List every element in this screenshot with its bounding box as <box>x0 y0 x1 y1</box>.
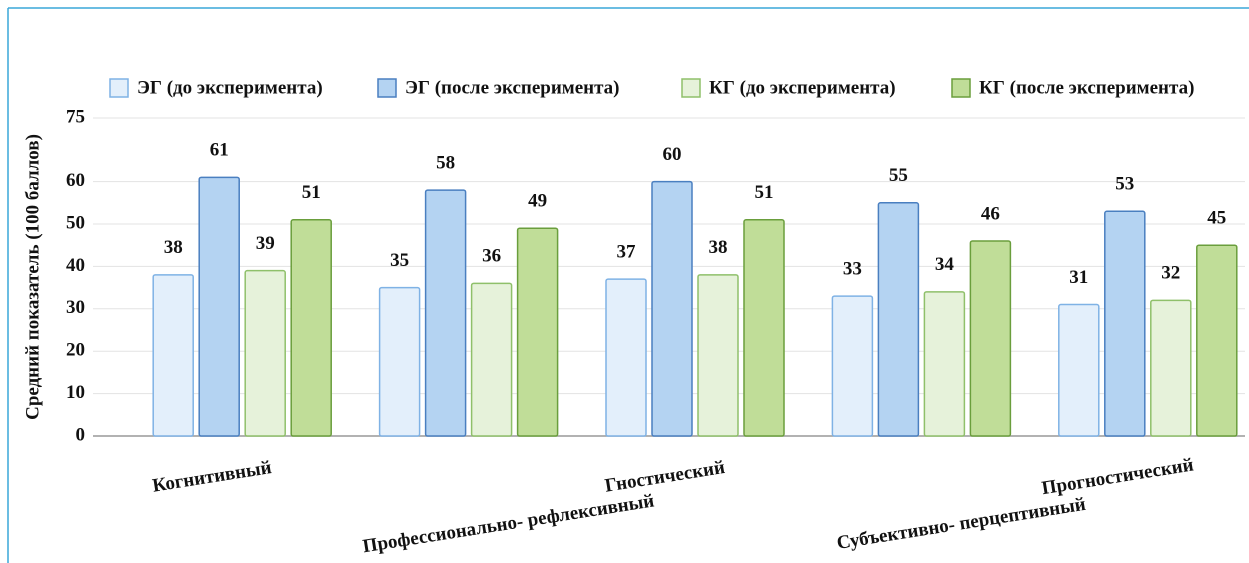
data-label: 53 <box>1115 174 1134 195</box>
bar <box>1058 303 1100 437</box>
bar <box>923 291 966 437</box>
bar <box>378 286 421 437</box>
data-label: 55 <box>889 165 908 186</box>
bar <box>1196 244 1238 437</box>
bar <box>697 274 739 437</box>
x-tick-label: Когнитивный <box>151 457 273 497</box>
y-tick-label: 20 <box>66 340 85 361</box>
bar <box>244 269 286 437</box>
bar <box>198 176 240 437</box>
bar <box>969 240 1012 437</box>
data-label: 45 <box>1207 208 1226 229</box>
bar <box>831 295 874 437</box>
data-label: 33 <box>843 258 862 279</box>
data-label: 46 <box>981 203 1000 224</box>
bar <box>1150 299 1192 437</box>
x-tick-label: Субъективно- перцептивный <box>835 494 1087 554</box>
y-tick-label: 75 <box>66 106 85 127</box>
bar <box>1104 210 1146 437</box>
y-tick-label: 60 <box>66 170 85 191</box>
y-tick-label: 30 <box>66 297 85 318</box>
y-axis-label: Средний показатель (100 баллов) <box>22 134 43 420</box>
data-label: 37 <box>617 241 637 262</box>
data-label: 58 <box>436 152 455 173</box>
data-label: 38 <box>709 237 728 258</box>
y-tick-label: 50 <box>66 212 85 233</box>
data-label: 61 <box>210 140 229 161</box>
bar <box>152 274 194 437</box>
legend-label: КГ (после эксперимента) <box>979 77 1194 98</box>
x-tick-label: Прогностический <box>1040 455 1195 500</box>
bar <box>605 278 647 437</box>
data-label: 60 <box>663 144 682 165</box>
legend-swatch <box>109 78 129 98</box>
data-label: 36 <box>482 246 501 267</box>
data-label: 38 <box>164 237 183 258</box>
data-label: 31 <box>1069 267 1088 288</box>
legend-swatch <box>377 78 397 98</box>
legend-label: КГ (до эксперимента) <box>709 77 896 98</box>
bar <box>877 202 920 437</box>
y-tick-label: 10 <box>66 382 85 403</box>
data-label: 51 <box>302 182 321 203</box>
legend-label: ЭГ (после эксперимента) <box>405 77 620 98</box>
data-label: 39 <box>256 233 275 254</box>
bar <box>743 219 785 437</box>
data-label: 35 <box>390 250 409 271</box>
bar <box>424 189 467 437</box>
bar <box>516 227 559 437</box>
bar <box>651 180 693 437</box>
data-label: 34 <box>935 254 955 275</box>
legend-swatch <box>681 78 701 98</box>
x-tick-label: Профессионально- рефлексивный <box>361 490 655 557</box>
x-tick-label: Гностический <box>603 457 726 497</box>
data-label: 51 <box>755 182 774 203</box>
bar <box>470 282 513 437</box>
data-label: 32 <box>1161 263 1180 284</box>
legend-swatch <box>951 78 971 98</box>
y-tick-label: 40 <box>66 255 85 276</box>
legend-label: ЭГ (до эксперимента) <box>137 77 323 98</box>
y-tick-label: 0 <box>76 424 86 445</box>
data-label: 49 <box>528 191 547 212</box>
bar <box>290 219 332 437</box>
